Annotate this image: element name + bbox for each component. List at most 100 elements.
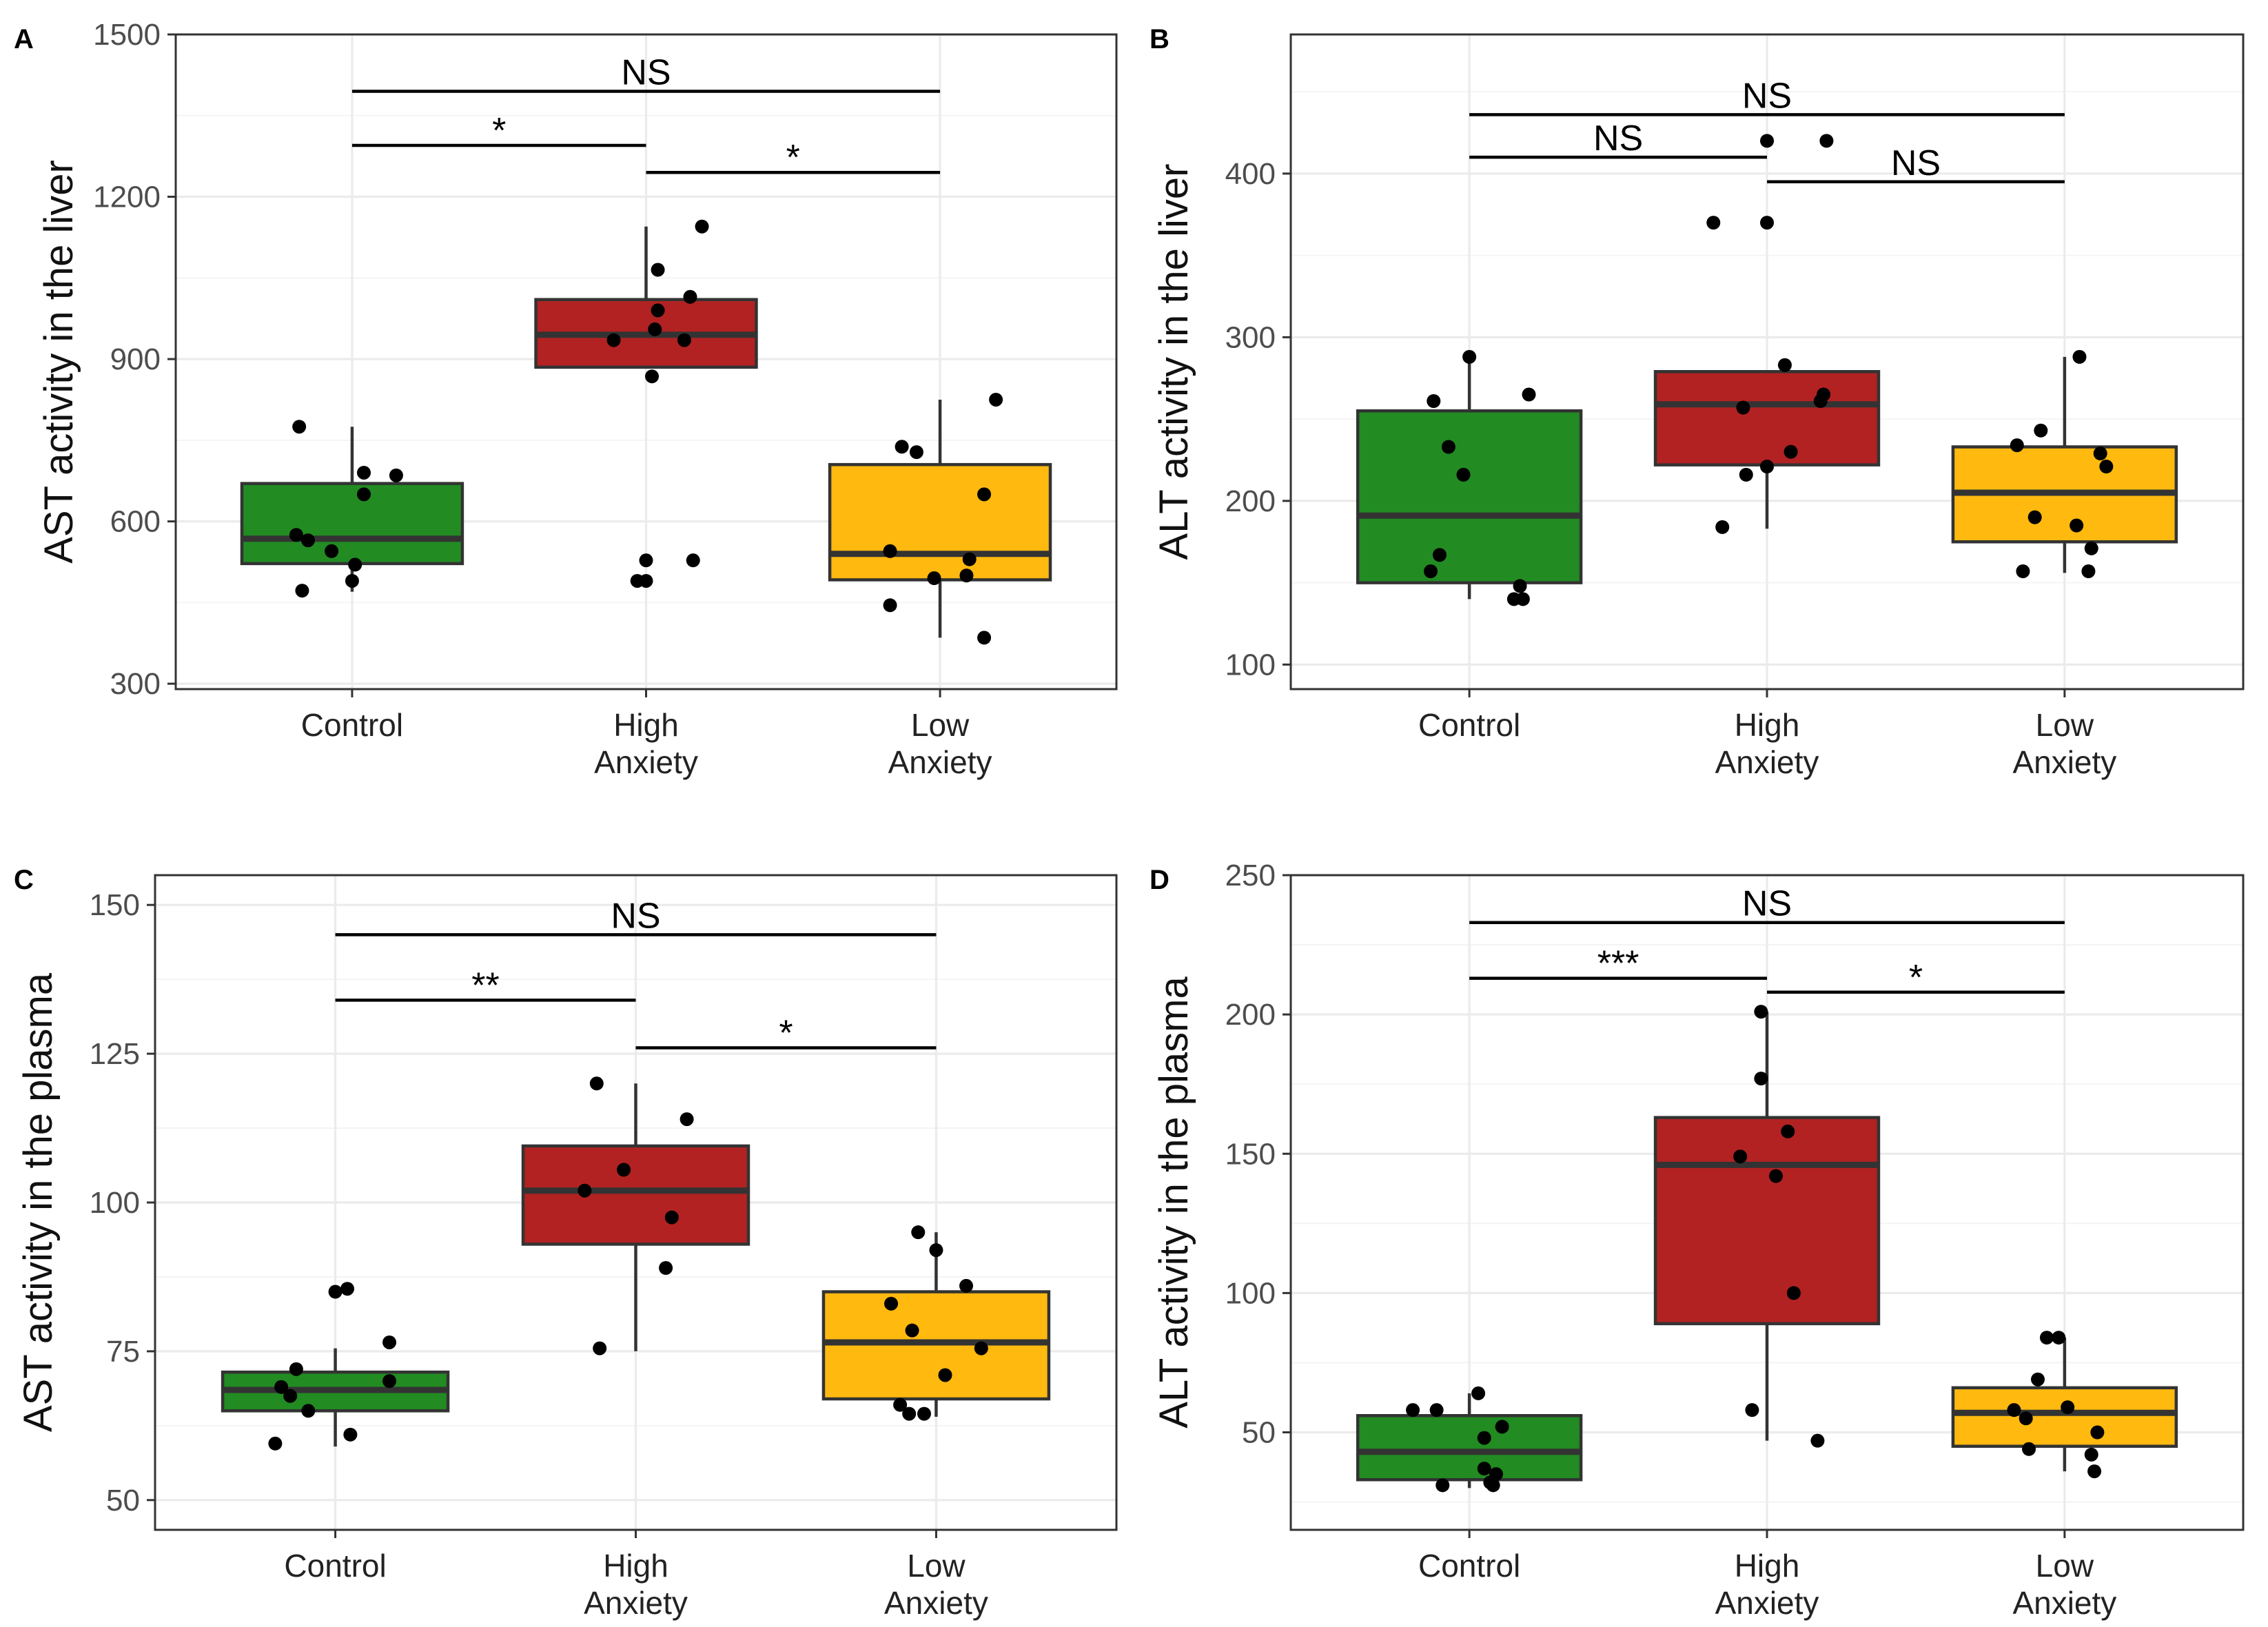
panel-d: 50 100 150 200 250 ALT activity in the plasma… <box>1150 859 2245 1621</box>
significance-label: ** <box>471 965 499 1005</box>
data-point <box>2019 1411 2033 1426</box>
x-tick-label: High Anxiety <box>584 1548 688 1621</box>
box-body <box>521 1144 750 1246</box>
data-point <box>884 1296 899 1311</box>
data-point <box>340 1282 354 1296</box>
data-point <box>389 468 403 482</box>
data-point <box>2031 1372 2045 1386</box>
x-tick-label-line: Low <box>2036 707 2094 743</box>
data-point <box>2090 1425 2105 1440</box>
x-tick-label: High Anxiety <box>594 707 698 780</box>
data-point <box>909 445 923 460</box>
x-tick-label-line: Control <box>301 707 403 743</box>
data-point <box>911 1225 926 1240</box>
data-point <box>1786 1286 1801 1300</box>
panel-tag: B <box>1150 24 1169 54</box>
data-point <box>382 1335 397 1349</box>
data-point <box>295 584 309 598</box>
y-axis-title: AST activity in the plasma <box>16 972 61 1432</box>
panel-a: 300 600 900 1200 1500 AST activity in the liv… <box>14 18 1118 780</box>
data-point <box>927 571 941 586</box>
data-point <box>895 440 909 454</box>
x-tick-label-line: Low <box>911 707 970 743</box>
significance-label: NS <box>1742 884 1792 924</box>
y-axis-title: ALT activity in the liver <box>1152 164 1196 560</box>
data-point <box>938 1368 952 1382</box>
data-point <box>651 303 665 318</box>
box-low-anxiety <box>821 1232 1051 1417</box>
significance-label: NS <box>611 896 660 936</box>
data-point <box>2084 1447 2098 1462</box>
data-point <box>2010 438 2024 453</box>
panel-c: 50 75 100 125 150 AST activity in the plasma C… <box>14 865 1118 1621</box>
x-tick-label: Low Anxiety <box>2012 707 2116 780</box>
y-tick-label: 900 <box>110 342 161 376</box>
data-point <box>2099 460 2114 473</box>
data-point <box>343 1427 358 1442</box>
data-point <box>1745 1403 1759 1418</box>
data-point <box>1760 134 1774 148</box>
x-tick-label-line: Control <box>1418 1548 1520 1584</box>
y-tick-label: 300 <box>110 667 161 701</box>
data-point <box>1754 1072 1768 1086</box>
data-point <box>1819 134 1834 148</box>
data-point <box>606 333 621 347</box>
data-point <box>1760 460 1774 473</box>
data-point <box>959 1278 974 1293</box>
y-tick-label: 75 <box>106 1335 140 1369</box>
data-point <box>2087 1464 2102 1479</box>
data-point <box>274 1380 289 1394</box>
data-point <box>1733 1149 1748 1164</box>
data-point <box>1432 548 1447 562</box>
data-point <box>2052 1331 2066 1345</box>
box-control <box>240 427 464 592</box>
box-body <box>240 482 464 566</box>
data-point <box>1784 444 1798 459</box>
y-tick-label: 400 <box>1225 157 1276 191</box>
box-low-anxiety <box>1951 1338 2178 1472</box>
significance-label: * <box>786 138 800 178</box>
y-tick-label: 300 <box>1225 320 1276 354</box>
data-point <box>2084 541 2098 555</box>
panel-b: 100 200 300 400 ALT activity in the liver Con… <box>1150 24 2245 780</box>
data-point <box>977 487 992 502</box>
box-low-anxiety <box>828 399 1052 638</box>
data-point <box>1423 564 1438 578</box>
x-tick-label-line: Control <box>284 1548 386 1584</box>
data-point <box>301 1404 316 1418</box>
data-point <box>883 598 897 613</box>
box-control <box>1356 356 1583 600</box>
x-tick-label-line: Anxiety <box>2012 744 2116 780</box>
significance-label: NS <box>1891 143 1941 183</box>
data-point <box>357 465 371 480</box>
data-point <box>1429 1403 1444 1418</box>
data-point <box>1739 467 1753 482</box>
significance-label: *** <box>1597 944 1639 984</box>
plot-border <box>154 874 1118 1531</box>
x-tick-label: High Anxiety <box>1715 707 1819 780</box>
data-point <box>929 1243 943 1258</box>
y-axis-title: ALT activity in the plasma <box>1152 976 1196 1429</box>
data-point <box>2093 447 2107 460</box>
data-point <box>639 573 653 588</box>
data-point <box>2081 564 2096 578</box>
data-point <box>2070 518 2084 533</box>
box-high-anxiety <box>534 226 758 369</box>
x-tick-label: Low Anxiety <box>884 1548 988 1621</box>
data-point <box>883 544 897 558</box>
y-tick-label: 1200 <box>93 181 161 214</box>
data-point <box>2022 1442 2036 1456</box>
y-axis-title: AST activity in the liver <box>37 160 81 564</box>
data-point <box>1777 358 1792 372</box>
data-point <box>1522 387 1536 402</box>
data-point <box>1715 520 1730 534</box>
data-point <box>348 557 362 572</box>
x-tick-label-line: High <box>1735 1548 1800 1584</box>
data-point <box>962 552 977 566</box>
significance-label: NS <box>1593 119 1643 158</box>
data-point <box>2007 1403 2021 1418</box>
data-point <box>974 1341 988 1355</box>
x-tick-label-line: Low <box>907 1548 966 1584</box>
y-tick-label: 50 <box>106 1484 140 1517</box>
data-point <box>1462 349 1477 364</box>
